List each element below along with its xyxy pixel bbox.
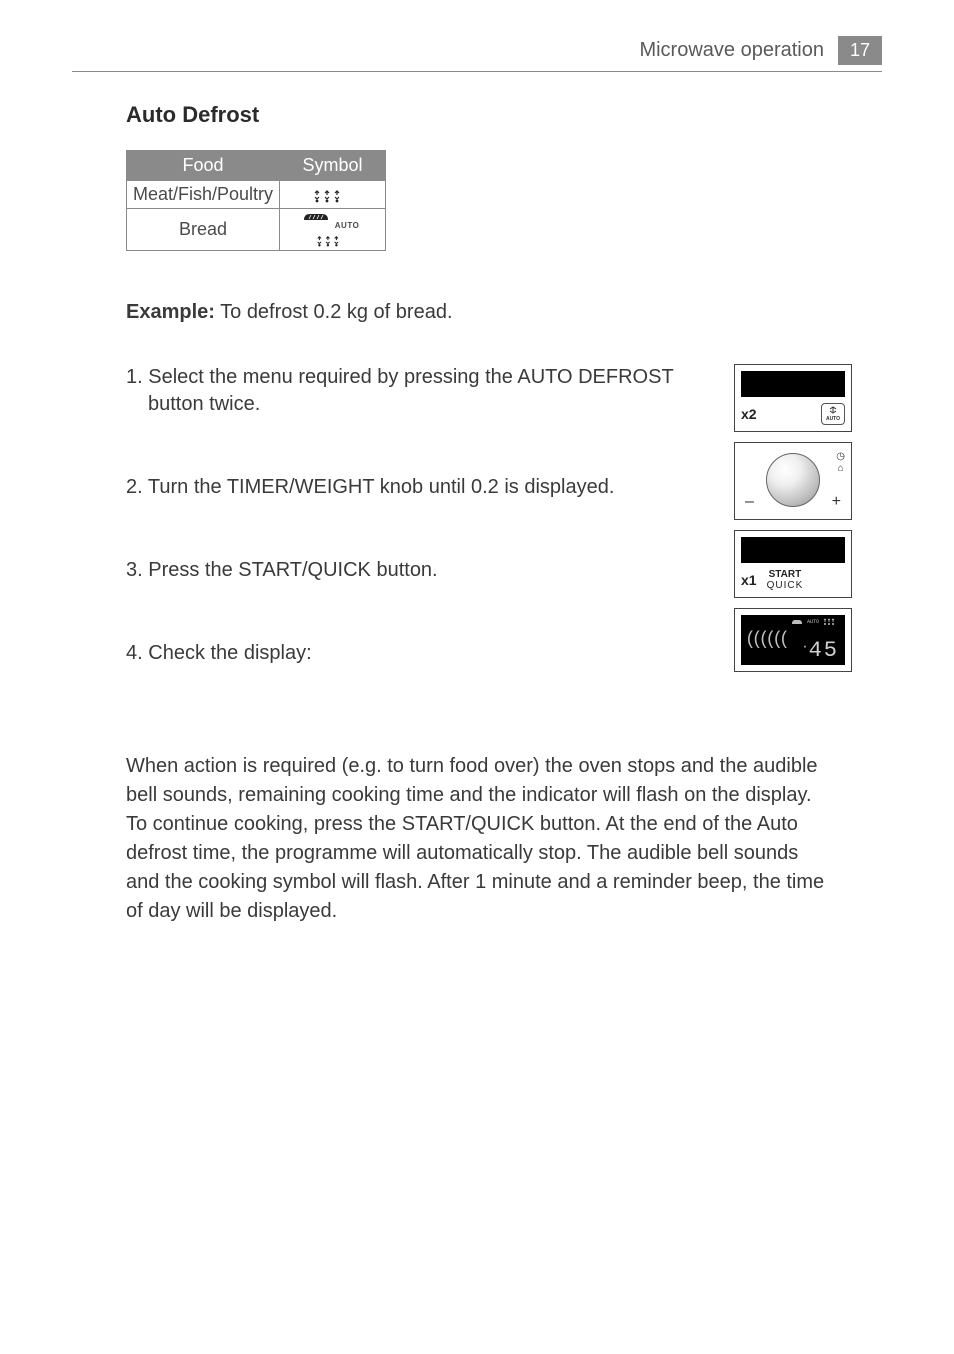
quick-text: QUICK bbox=[767, 580, 804, 591]
col-symbol: Symbol bbox=[280, 151, 386, 181]
knob-minus: – bbox=[745, 493, 754, 511]
steps-block: 1. Select the menu required by pressing … bbox=[126, 364, 882, 672]
lcd-display: (((((( AUTO ·45 bbox=[741, 615, 845, 665]
manual-page: Microwave operation 17 Auto Defrost Food… bbox=[0, 0, 954, 1354]
diagram-autodefrost-button: x2 AUTO bbox=[734, 364, 852, 432]
snowflake-auto-icon: AUTO bbox=[824, 406, 842, 422]
header-section-title: Microwave operation bbox=[639, 39, 824, 62]
clock-icon: ◷ bbox=[836, 451, 845, 463]
defrost-small-icon bbox=[823, 618, 839, 626]
knob-plus: + bbox=[832, 493, 841, 511]
cell-food: Bread bbox=[127, 209, 280, 251]
auto-label: AUTO bbox=[335, 222, 360, 230]
cell-symbol-bread-defrost: AUTO bbox=[280, 209, 386, 251]
col-food: Food bbox=[127, 151, 280, 181]
table-row: Bread AUTO bbox=[127, 209, 386, 251]
step-text: Check the display: bbox=[148, 642, 311, 664]
knob-dial bbox=[766, 453, 820, 507]
page-number-badge: 17 bbox=[838, 36, 882, 65]
cell-symbol-defrost bbox=[280, 181, 386, 209]
start-quick-label: START QUICK bbox=[767, 569, 804, 591]
step-number: 3. bbox=[126, 559, 143, 581]
knob-side-icons: ◷ ⌂ bbox=[836, 451, 845, 475]
step-1: 1. Select the menu required by pressing … bbox=[126, 364, 708, 418]
steps-list: 1. Select the menu required by pressing … bbox=[126, 364, 708, 672]
press-count: x1 bbox=[741, 572, 757, 588]
step-2: 2. Turn the TIMER/WEIGHT knob until 0.2 … bbox=[126, 474, 708, 501]
svg-text:AUTO: AUTO bbox=[826, 416, 840, 422]
step-number: 2. bbox=[126, 476, 143, 498]
autodefrost-button-icon: AUTO bbox=[821, 403, 845, 425]
bread-auto-icon bbox=[302, 212, 330, 230]
weight-icon: ⌂ bbox=[836, 463, 845, 475]
lcd-digits: 45 bbox=[809, 638, 839, 663]
lcd-time-value: ·45 bbox=[801, 638, 839, 663]
step-number: 4. bbox=[126, 642, 143, 664]
microwave-waves-icon: (((((( bbox=[745, 630, 786, 650]
cell-food: Meat/Fish/Poultry bbox=[127, 181, 280, 209]
step-diagrams: x2 AUTO ◷ ⌂ bbox=[734, 364, 882, 672]
example-label: Example: bbox=[126, 301, 215, 323]
step-text-cont: button twice. bbox=[126, 391, 708, 418]
lcd-auto-text: AUTO bbox=[807, 619, 819, 625]
section-title: Auto Defrost bbox=[126, 102, 882, 128]
step-text: Turn the TIMER/WEIGHT knob until 0.2 is … bbox=[148, 476, 614, 498]
start-text: START bbox=[767, 569, 804, 580]
step-4: 4. Check the display: bbox=[126, 640, 708, 667]
lcd-blank bbox=[741, 371, 845, 397]
press-count: x2 bbox=[741, 406, 757, 422]
auto-defrost-table: Food Symbol Meat/Fish/Poultry bbox=[126, 150, 386, 251]
step-3: 3. Press the START/QUICK button. bbox=[126, 557, 708, 584]
diagram-start-quick-button: x1 START QUICK bbox=[734, 530, 852, 598]
step-text: Press the START/QUICK button. bbox=[148, 559, 437, 581]
table-row: Meat/Fish/Poultry bbox=[127, 181, 386, 209]
page-header: Microwave operation 17 bbox=[72, 36, 882, 72]
example-line: Example: To defrost 0.2 kg of bread. bbox=[126, 301, 882, 324]
explanatory-paragraph: When action is required (e.g. to turn fo… bbox=[126, 752, 826, 926]
defrost-icon bbox=[316, 234, 350, 248]
defrost-icon bbox=[313, 189, 353, 203]
step-number: 1. bbox=[126, 366, 143, 388]
lcd-blank bbox=[741, 537, 845, 563]
example-text: To defrost 0.2 kg of bread. bbox=[215, 301, 453, 323]
lcd-top-icons: AUTO bbox=[791, 618, 839, 626]
step-text: Select the menu required by pressing the… bbox=[148, 366, 673, 388]
diagram-final-display: (((((( AUTO ·45 bbox=[734, 608, 852, 672]
bread-icon bbox=[791, 618, 803, 626]
diagram-timer-weight-knob: ◷ ⌂ – + bbox=[734, 442, 852, 520]
